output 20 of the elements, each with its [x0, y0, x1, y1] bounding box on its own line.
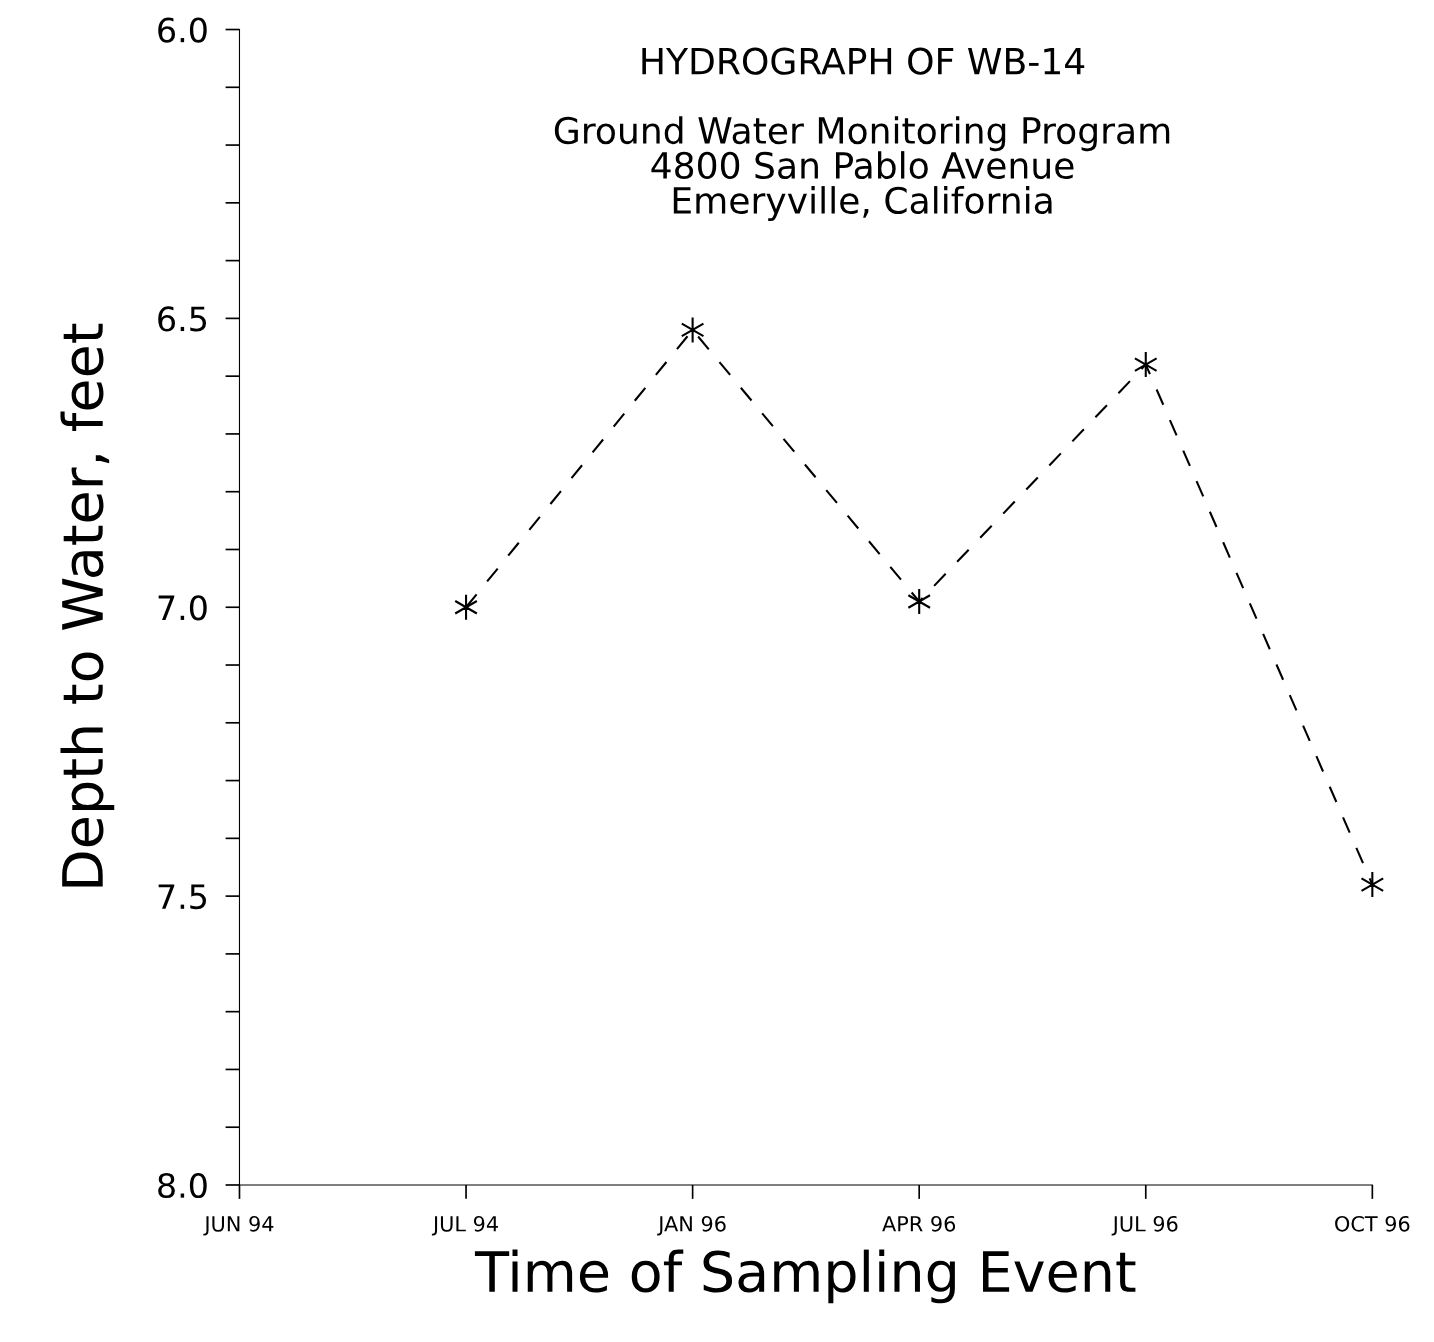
y-axis-title: Depth to Water, feet: [60, 323, 115, 887]
x-tick-label: JUL 96: [1111, 1215, 1178, 1236]
point: [680, 316, 705, 344]
chart-title: HYDROGRAPH OF WB-14: [642, 47, 1085, 75]
y-tick-label: 8.0: [158, 1172, 207, 1199]
x-tick-label: JUN 94: [203, 1215, 274, 1236]
x-tick-label: OCT 96: [1335, 1215, 1410, 1232]
x-tick-label: APR 96: [882, 1215, 956, 1232]
x-axis-title: Time of Sampling Event: [474, 1249, 1136, 1304]
text: Ground Water Monitoring Program 4800 San Pablo Avenue Emeryville, California: [554, 116, 1170, 222]
y-tick-label: 6.5: [158, 306, 207, 332]
x-tick-label: JUL 94: [431, 1215, 498, 1236]
x-tick-label: JAN 96: [657, 1215, 726, 1236]
point: [907, 587, 932, 616]
y-tick-label: 6.0: [158, 17, 207, 43]
y-tick-label: 7.5: [158, 884, 207, 910]
point: [1133, 351, 1158, 379]
point: [454, 593, 478, 621]
y-tick-label: 7.0: [158, 595, 207, 621]
point: [1360, 871, 1385, 899]
